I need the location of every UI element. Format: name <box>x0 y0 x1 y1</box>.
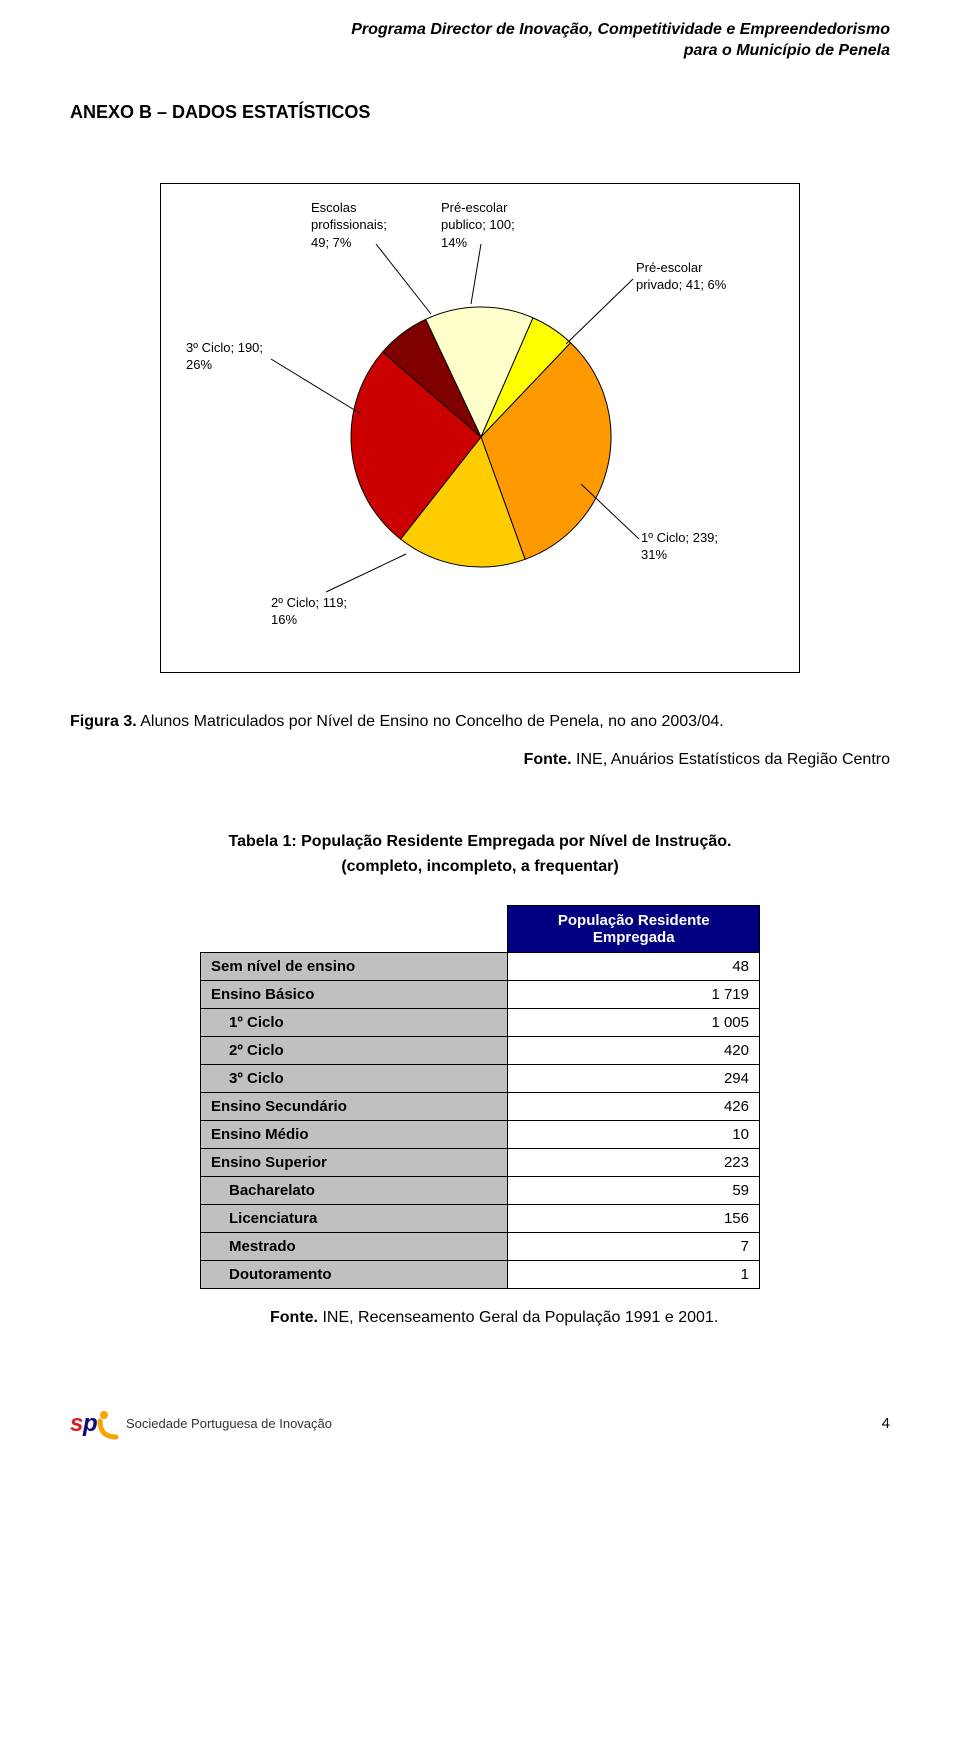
table-source: Fonte. INE, Recenseamento Geral da Popul… <box>270 1309 890 1327</box>
row-label: Ensino Básico <box>201 980 508 1008</box>
row-label: 1º Ciclo <box>201 1008 508 1036</box>
row-value: 59 <box>508 1176 760 1204</box>
doc-header: Programa Director de Inovação, Competiti… <box>70 20 890 62</box>
table-title-line2: (completo, incompleto, a frequentar) <box>70 854 890 880</box>
footer-left: s p Sociedade Portuguesa de Inovação <box>70 1407 332 1441</box>
table-source-text: INE, Recenseamento Geral da População 19… <box>318 1309 718 1326</box>
table-row: 3º Ciclo294 <box>201 1064 760 1092</box>
figure-caption: Figura 3. Alunos Matriculados por Nível … <box>70 713 890 731</box>
pie-slice-label: Escolas profissionais; 49; 7% <box>311 199 387 252</box>
row-label: Ensino Superior <box>201 1148 508 1176</box>
row-value: 1 719 <box>508 980 760 1008</box>
table-source-prefix: Fonte. <box>270 1309 318 1326</box>
table-row: Ensino Básico1 719 <box>201 980 760 1008</box>
pie-chart-container: Pré-escolar publico; 100; 14% Pré-escolar… <box>160 183 800 673</box>
table-row: 2º Ciclo420 <box>201 1036 760 1064</box>
table-row: 1º Ciclo1 005 <box>201 1008 760 1036</box>
table-row: Ensino Médio10 <box>201 1120 760 1148</box>
table-header-empty <box>201 905 508 952</box>
pie-slice-label: Pré-escolar privado; 41; 6% <box>636 259 726 294</box>
pie-slice-label: 2º Ciclo; 119; 16% <box>271 594 347 629</box>
table-title: Tabela 1: População Residente Empregada … <box>70 829 890 880</box>
table-row: Bacharelato59 <box>201 1176 760 1204</box>
pie-slice-label: 1º Ciclo; 239; 31% <box>641 529 718 564</box>
row-label: Doutoramento <box>201 1260 508 1288</box>
row-label: Mestrado <box>201 1232 508 1260</box>
page-footer: s p Sociedade Portuguesa de Inovação 4 <box>70 1407 890 1441</box>
row-value: 156 <box>508 1204 760 1232</box>
row-value: 420 <box>508 1036 760 1064</box>
table-header: População Residente Empregada <box>508 905 760 952</box>
row-label: 3º Ciclo <box>201 1064 508 1092</box>
header-line1: Programa Director de Inovação, Competiti… <box>70 20 890 41</box>
row-value: 294 <box>508 1064 760 1092</box>
table-row: Mestrado7 <box>201 1232 760 1260</box>
row-value: 10 <box>508 1120 760 1148</box>
table-row: Ensino Secundário426 <box>201 1092 760 1120</box>
table-row: Ensino Superior223 <box>201 1148 760 1176</box>
table-row: Licenciatura156 <box>201 1204 760 1232</box>
row-label: Ensino Médio <box>201 1120 508 1148</box>
figure-source: Fonte. INE, Anuários Estatísticos da Reg… <box>70 751 890 769</box>
pie-chart <box>346 302 616 572</box>
row-value: 48 <box>508 952 760 980</box>
figure-source-text: INE, Anuários Estatísticos da Região Cen… <box>572 751 890 768</box>
row-value: 1 005 <box>508 1008 760 1036</box>
data-table: População Residente Empregada Sem nível … <box>200 905 760 1289</box>
pie-slice-label: Pré-escolar publico; 100; 14% <box>441 199 515 252</box>
pie-slice-label: 3º Ciclo; 190; 26% <box>186 339 263 374</box>
svg-text:p: p <box>82 1410 98 1437</box>
figure-caption-text: Alunos Matriculados por Nível de Ensino … <box>137 713 724 730</box>
header-line2: para o Município de Penela <box>70 41 890 62</box>
row-value: 223 <box>508 1148 760 1176</box>
table-row: Sem nível de ensino48 <box>201 952 760 980</box>
row-label: Licenciatura <box>201 1204 508 1232</box>
footer-org: Sociedade Portuguesa de Inovação <box>126 1416 332 1431</box>
row-value: 1 <box>508 1260 760 1288</box>
row-value: 7 <box>508 1232 760 1260</box>
page-number: 4 <box>882 1415 890 1432</box>
leader-line <box>471 244 481 304</box>
spi-logo-icon: s p <box>70 1407 120 1441</box>
row-label: Ensino Secundário <box>201 1092 508 1120</box>
table-title-line1: Tabela 1: População Residente Empregada … <box>70 829 890 855</box>
row-value: 426 <box>508 1092 760 1120</box>
row-label: Bacharelato <box>201 1176 508 1204</box>
row-label: 2º Ciclo <box>201 1036 508 1064</box>
table-row: Doutoramento1 <box>201 1260 760 1288</box>
section-title: ANEXO B – DADOS ESTATÍSTICOS <box>70 102 890 123</box>
figure-source-prefix: Fonte. <box>524 751 572 768</box>
figure-caption-prefix: Figura 3. <box>70 713 137 730</box>
svg-text:s: s <box>70 1410 83 1437</box>
row-label: Sem nível de ensino <box>201 952 508 980</box>
